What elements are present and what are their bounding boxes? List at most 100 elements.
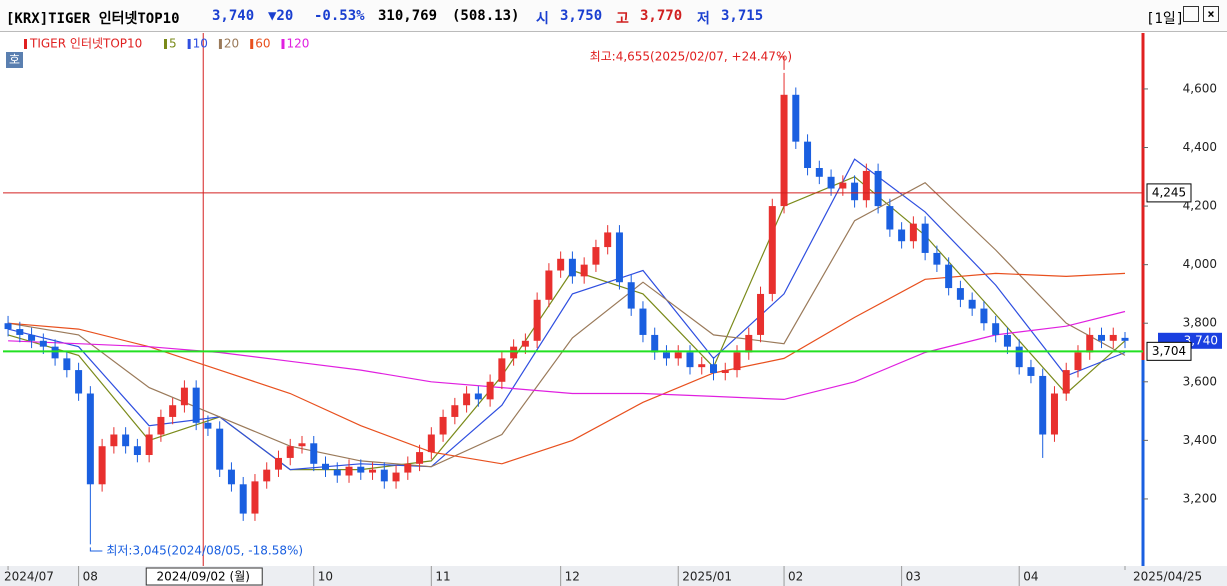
candle-body [804, 141, 812, 169]
maximize-button[interactable] [1183, 6, 1199, 22]
badge-text: 호 [9, 53, 20, 67]
legend-label: 60 [255, 37, 270, 51]
candle-body [968, 299, 976, 309]
hline-tag [1146, 183, 1192, 203]
candle-body [380, 469, 388, 482]
candle-body [1050, 393, 1058, 435]
candle-body [239, 484, 247, 514]
candle-body [474, 393, 482, 400]
candle-body [533, 299, 541, 341]
x-tick-label: 03 [906, 570, 921, 584]
candle-body [145, 434, 153, 456]
legend-swatch [24, 39, 27, 49]
candle-body [580, 264, 588, 277]
legend-swatch [250, 39, 254, 49]
candle-body [298, 443, 306, 447]
y-tick-label: 4,400 [1183, 140, 1217, 154]
legend-swatch [164, 39, 167, 49]
legend-swatch [281, 39, 285, 49]
annotation-arrow [778, 56, 785, 70]
y-axis-band [1143, 33, 1227, 566]
candle-body [86, 393, 94, 485]
annotation: 최고:4,655(2025/02/07, +24.47%) [590, 49, 792, 63]
candle-body [827, 176, 835, 189]
candle-body [28, 334, 36, 341]
candle-body [745, 334, 753, 353]
candle-body [651, 334, 659, 353]
candle-body [263, 469, 271, 482]
candle-body [369, 469, 377, 473]
candle-body [486, 381, 494, 400]
candle-body [180, 387, 188, 406]
x-tick-label: 04 [1023, 570, 1038, 584]
candle-body [592, 247, 600, 265]
annotation: 최저:3,045(2024/08/05, -18.58%) [106, 544, 303, 558]
y-tick-label: 4,000 [1183, 257, 1217, 271]
candle-body [392, 472, 400, 482]
candle-body [757, 293, 765, 335]
open-label: 시 [536, 11, 549, 27]
candle-body [227, 469, 235, 485]
legend-label: 120 [286, 37, 309, 51]
candle-body [909, 223, 917, 242]
low: 3,715 [721, 8, 764, 24]
chart: 호 TIGER 인터넷TOP10 3,200 3,400 3,600 3,800 4,0… [0, 33, 1227, 586]
y-tick-label: 4,600 [1183, 81, 1217, 95]
candle-body [615, 232, 623, 283]
candle-body [498, 358, 506, 382]
y-tick-label: 3,800 [1183, 316, 1217, 330]
header: [KRX]TIGER 인터넷TOP10 3,740 ▼20 -0.53% 310… [0, 0, 1227, 32]
candle-body [980, 308, 988, 324]
candle-body [1109, 334, 1117, 341]
candle-body [921, 223, 929, 253]
moving-average [8, 181, 1126, 468]
candle-body [945, 264, 953, 289]
y-tick-label: 3,600 [1183, 374, 1217, 388]
candle-body [133, 446, 141, 456]
candle-body [157, 416, 165, 435]
candle-body [815, 168, 823, 177]
candle-body [463, 393, 471, 406]
candle-body [662, 352, 670, 359]
candle-body [251, 481, 259, 514]
candle-body [698, 364, 706, 368]
x-tick-label: 2025/01 [682, 570, 732, 584]
candle-body [886, 206, 894, 230]
legend-label: 20 [224, 37, 239, 51]
candle-body [274, 457, 282, 470]
candle-body [1097, 334, 1105, 341]
change-pct: -0.53% [314, 8, 365, 24]
low-label: 저 [697, 11, 710, 27]
candle-body [416, 452, 424, 464]
period[interactable]: [1일] [1146, 11, 1185, 27]
candle-body [333, 469, 341, 476]
amount: (508.13) [452, 8, 520, 24]
candle-body [557, 258, 565, 271]
candle-body [627, 282, 635, 309]
candle-body [204, 422, 212, 429]
candle-body [51, 346, 59, 359]
y-tick-label: 3,200 [1183, 491, 1217, 505]
candle-body [63, 358, 71, 371]
candle-body [16, 329, 24, 335]
annotation-arrow [89, 547, 103, 552]
candle-body [322, 463, 330, 470]
candle-body [1015, 346, 1023, 368]
candle-body [1074, 352, 1082, 371]
candle-body [404, 463, 412, 473]
candle-body [992, 323, 1000, 335]
candle-body [39, 340, 47, 347]
hline-tag [1146, 341, 1192, 361]
title: [KRX]TIGER 인터넷TOP10 [6, 11, 180, 27]
candle-body [898, 229, 906, 242]
last-price-label: 3,740 [1184, 333, 1218, 347]
candle-body [1086, 334, 1094, 353]
candle-body [956, 288, 964, 300]
candle-body [674, 352, 682, 359]
candle-body [639, 308, 647, 335]
crosshair-label: 2024/09/02 (월) [157, 570, 250, 584]
candle-body [686, 352, 694, 368]
candle-body [1121, 337, 1129, 341]
close-button[interactable]: × [1203, 6, 1219, 22]
x-axis-band [0, 566, 1227, 586]
